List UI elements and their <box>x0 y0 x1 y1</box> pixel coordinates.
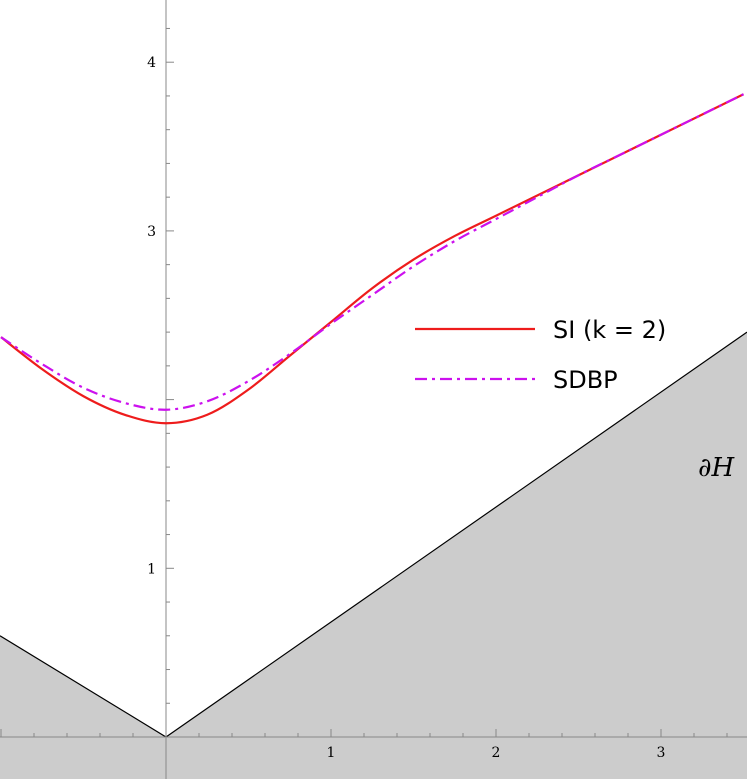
x-tick-label: 1 <box>327 745 336 761</box>
region-label: ∂H <box>698 453 735 483</box>
legend-label-sdbp: SDBP <box>553 366 618 394</box>
x-tick-label: 3 <box>657 745 666 761</box>
shaded-region-H <box>0 332 747 779</box>
y-tick-label: 4 <box>147 55 156 71</box>
series-layer <box>0 93 744 425</box>
legend-label-si: SI (k = 2) <box>553 316 666 344</box>
y-tick-label: 3 <box>147 224 156 240</box>
series-line-si <box>0 93 744 425</box>
y-tick-label: 1 <box>147 561 156 577</box>
legend: SI (k = 2) SDBP <box>415 316 666 394</box>
series-line-sdbp <box>0 93 744 411</box>
x-tick-label: 2 <box>492 745 501 761</box>
